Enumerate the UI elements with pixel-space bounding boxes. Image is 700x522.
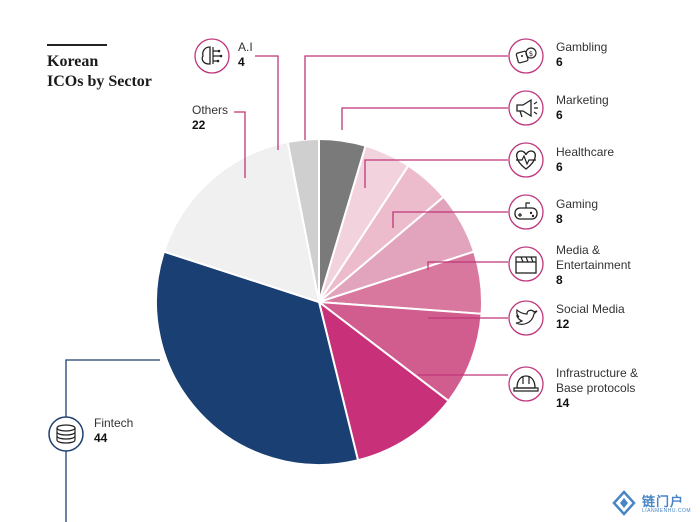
connector-fintech: [65, 359, 160, 522]
megaphone-icon: [508, 90, 544, 126]
title-line-1: Korean: [47, 53, 99, 70]
label-gaming-value: 8: [556, 212, 563, 226]
watermark-subtext: LIANMENHU.COM: [642, 508, 692, 514]
label-media-value: 8: [556, 273, 563, 287]
label-marketing-name: Marketing: [556, 93, 609, 107]
label-healthcare-value: 6: [556, 160, 563, 174]
pie-slice-infrastructure-base-protocols: [317, 299, 450, 462]
label-social-value: 12: [556, 317, 570, 331]
label-infra-line1: Infrastructure &: [556, 366, 639, 380]
label-marketing-value: 6: [556, 108, 563, 122]
label-others: Others 22: [192, 103, 228, 133]
label-media: Media & Entertainment 8: [556, 243, 631, 288]
watermark-text: 链门户: [642, 494, 685, 509]
label-others-name: Others: [192, 103, 229, 117]
pie-slice-social-media: [315, 300, 483, 403]
svg-text:$: $: [529, 50, 533, 58]
connector-marketing: [341, 107, 508, 130]
label-gambling-value: 6: [556, 55, 563, 69]
pie-slice-a-i: [286, 137, 320, 303]
label-gambling: Gambling 6: [556, 40, 607, 70]
chart-title: Korean ICOs by Sector: [47, 52, 152, 92]
title-rule: [47, 44, 107, 46]
label-social: Social Media 12: [556, 302, 625, 332]
connector-gaming: [392, 211, 508, 228]
label-gaming: Gaming 8: [556, 197, 598, 227]
watermark-logo-icon: [612, 490, 636, 516]
heartbeat-icon: [508, 142, 544, 178]
label-infra: Infrastructure & Base protocols 14: [556, 366, 638, 411]
label-marketing: Marketing 6: [556, 93, 609, 123]
label-infra-value: 14: [556, 396, 570, 410]
gamepad-icon: [508, 194, 544, 230]
brain-circuit-icon: [194, 38, 230, 74]
hardhat-icon: [508, 366, 544, 402]
connector-ai: [255, 55, 279, 150]
label-media-line1: Media &: [556, 243, 601, 257]
label-healthcare-name: Healthcare: [556, 145, 615, 159]
pie-slice-fintech: [155, 250, 360, 466]
label-healthcare: Healthcare 6: [556, 145, 614, 175]
connector-media: [427, 261, 508, 270]
label-fintech-value: 44: [94, 431, 108, 445]
label-others-value: 22: [192, 118, 206, 132]
title-line-2: ICOs by Sector: [47, 73, 152, 90]
label-infra-line2: Base protocols: [556, 381, 636, 395]
label-ai: A.I 4: [238, 40, 253, 70]
label-fintech-name: Fintech: [94, 416, 134, 430]
label-media-line2: Entertainment: [556, 258, 631, 272]
connector-healthcare: [364, 159, 508, 188]
label-ai-name: A.I: [238, 40, 253, 54]
twitter-bird-icon: [508, 300, 544, 336]
connector-others: [234, 111, 246, 178]
label-gaming-name: Gaming: [556, 197, 599, 211]
label-ai-value: 4: [238, 55, 245, 69]
label-fintech: Fintech 44: [94, 416, 133, 446]
connector-gambling: [304, 55, 508, 140]
dice-money-icon: $: [508, 38, 544, 74]
label-social-name: Social Media: [556, 302, 625, 316]
coins-stack-icon: [48, 416, 84, 452]
pie-slice-others: [162, 140, 321, 304]
label-gambling-name: Gambling: [556, 40, 608, 54]
clapperboard-icon: [508, 246, 544, 282]
